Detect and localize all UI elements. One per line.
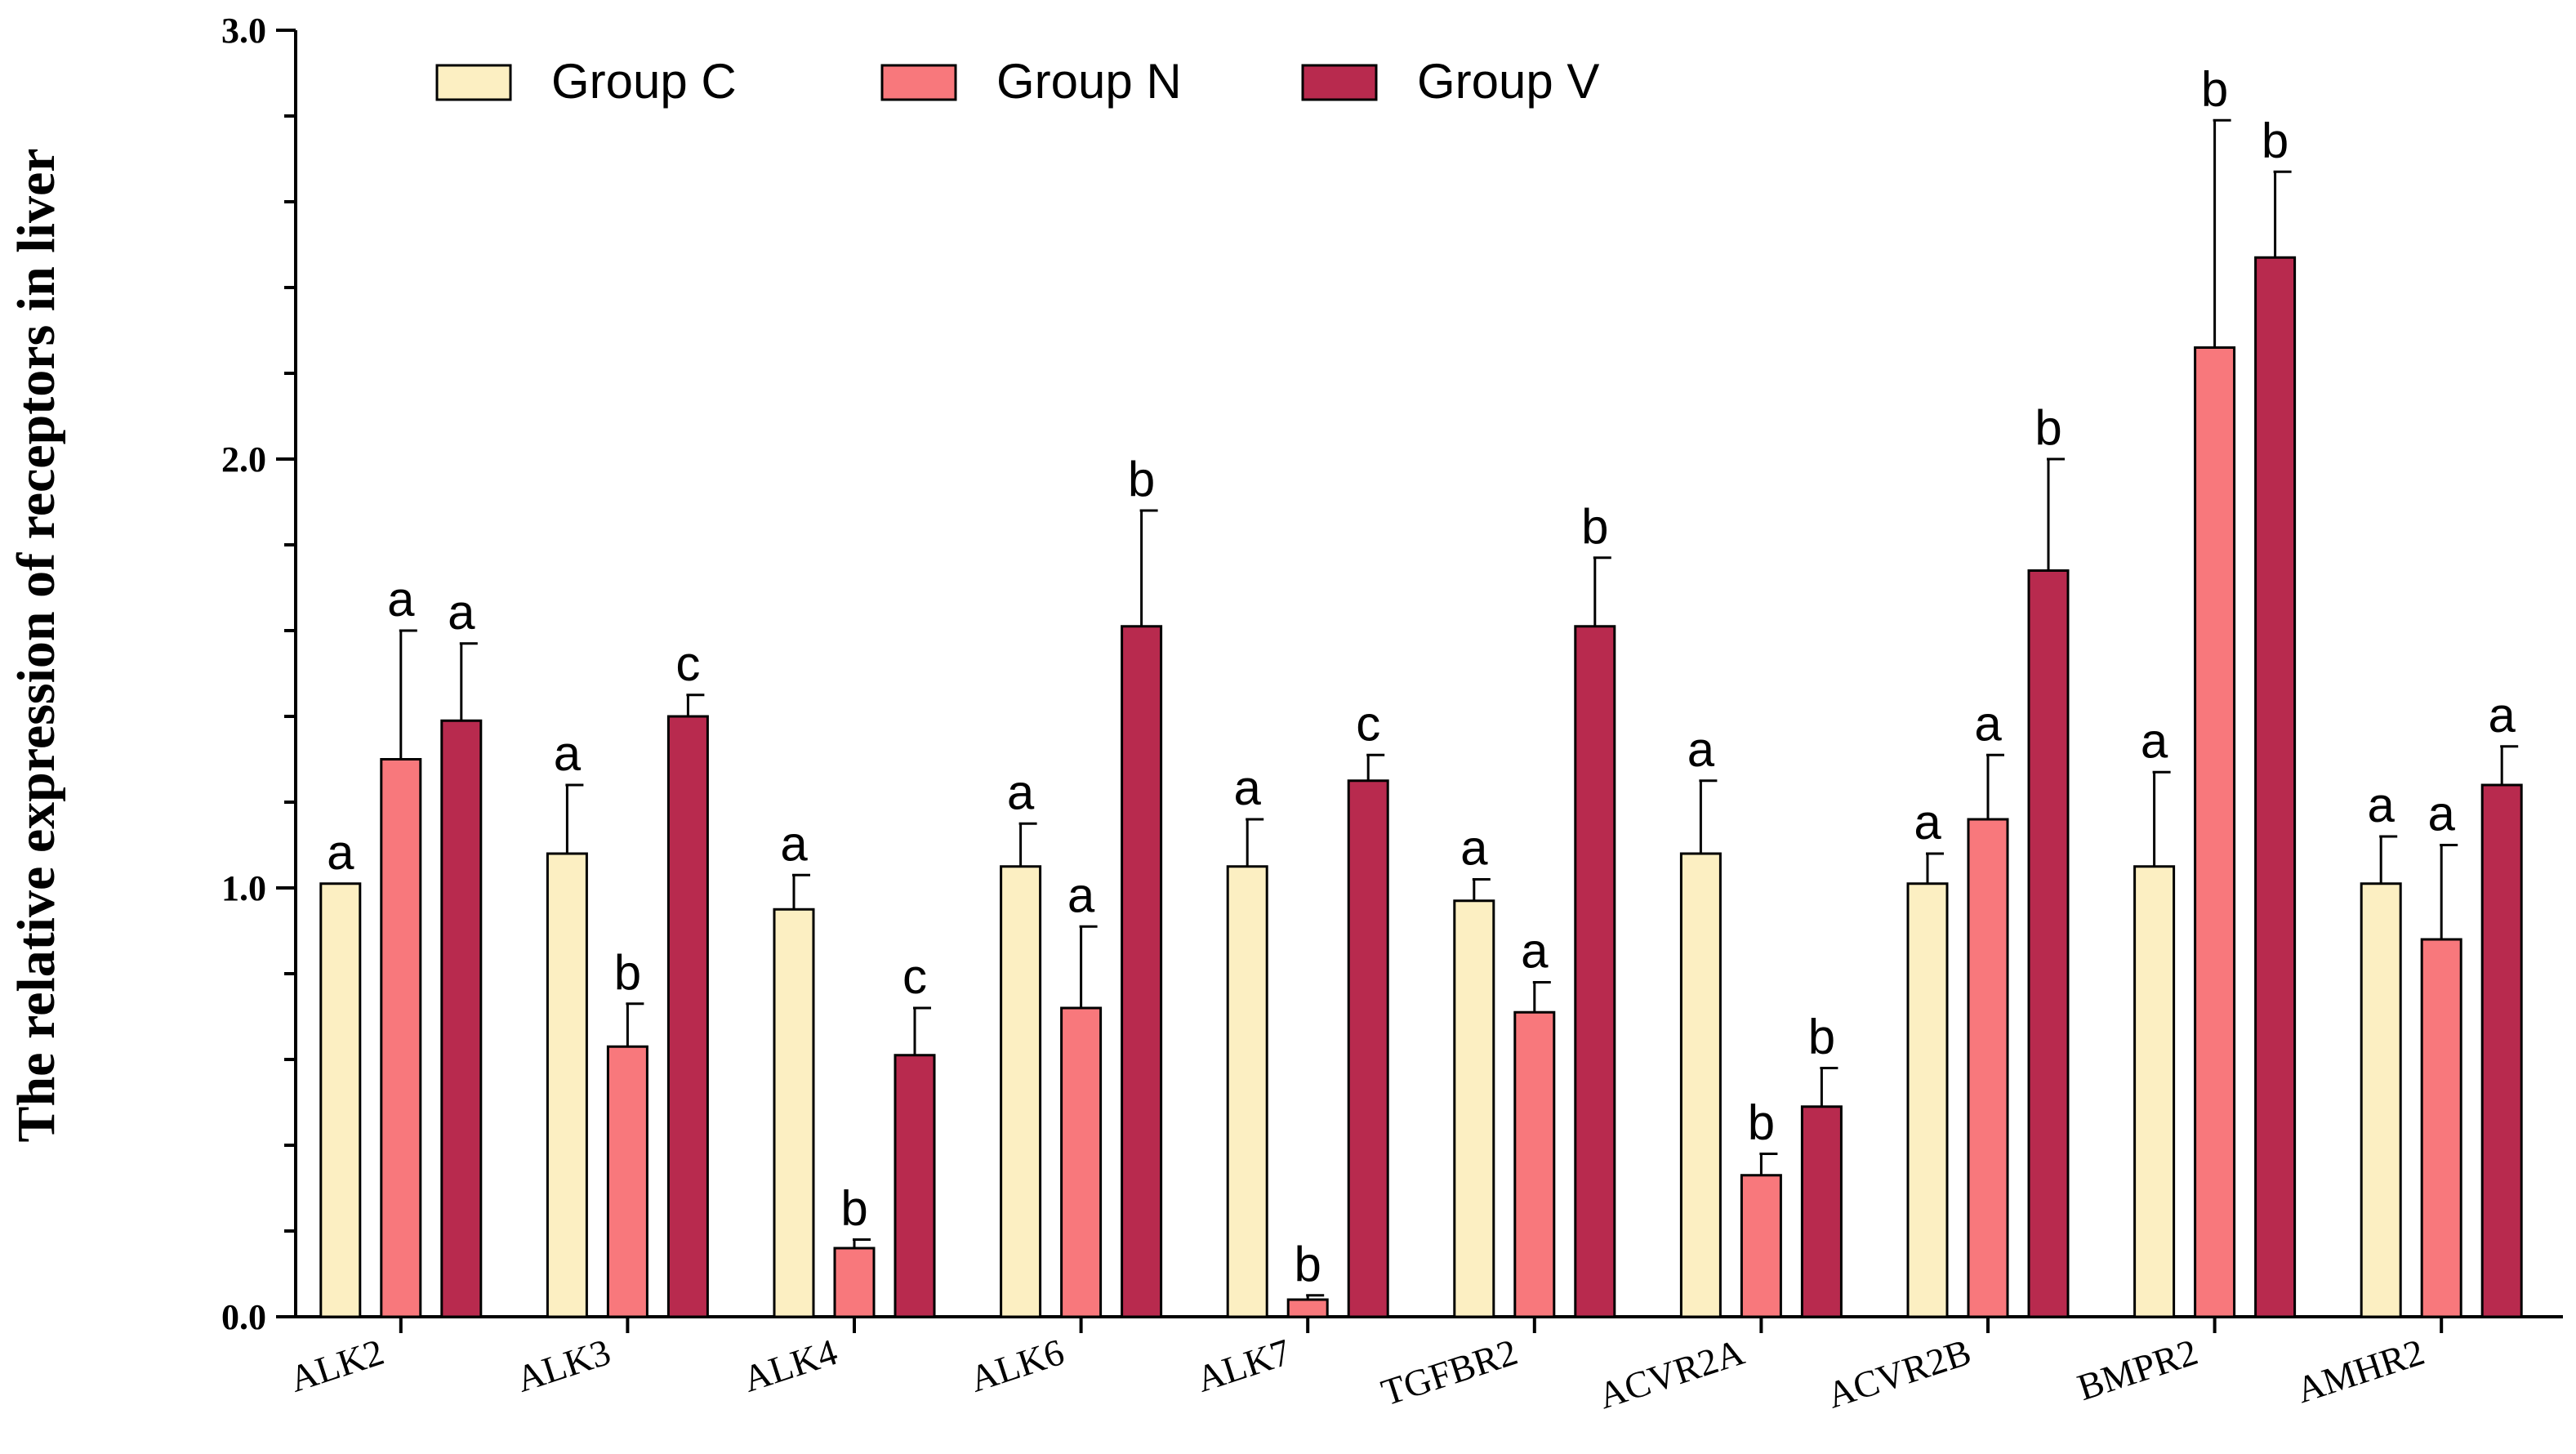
x-tick-label: ACVR2A xyxy=(1593,1331,1749,1416)
y-tick-label: 0.0 xyxy=(221,1297,266,1337)
significance-label: b xyxy=(2035,400,2061,455)
significance-label: a xyxy=(780,816,808,871)
significance-label: b xyxy=(1581,499,1608,554)
x-tick-label: AMHR2 xyxy=(2291,1331,2429,1411)
significance-label: a xyxy=(448,585,475,640)
significance-label: b xyxy=(614,945,641,1000)
significance-label: a xyxy=(1521,924,1549,979)
bar xyxy=(666,715,709,1318)
y-axis-title: The relative expression of receptors in … xyxy=(7,148,66,1142)
bar xyxy=(2254,256,2297,1318)
x-tick-label: BMPR2 xyxy=(2072,1331,2202,1408)
bar xyxy=(1000,865,1042,1318)
legend-label: Group N xyxy=(996,54,1182,109)
bar xyxy=(1453,899,1495,1318)
legend: Group C Group N Group V xyxy=(435,54,1599,109)
bar xyxy=(606,1045,648,1318)
bar xyxy=(1060,1006,1103,1318)
significance-label: a xyxy=(1974,696,2002,751)
bar xyxy=(1286,1298,1329,1318)
legend-label: Group C xyxy=(551,54,737,109)
significance-label: a xyxy=(2428,787,2456,841)
significance-label: a xyxy=(1914,795,1941,850)
significance-label: c xyxy=(1356,696,1380,751)
significance-label: a xyxy=(1067,867,1095,922)
x-tick-label: ALK6 xyxy=(965,1331,1069,1400)
significance-label: a xyxy=(2368,778,2396,832)
bar xyxy=(440,719,483,1318)
significance-label: b xyxy=(1808,1010,1835,1064)
bar xyxy=(773,908,815,1318)
bar xyxy=(1574,625,1616,1318)
significance-label: a xyxy=(1007,765,1035,819)
bar xyxy=(2420,938,2462,1318)
significance-label: a xyxy=(1234,760,1262,815)
legend-swatch xyxy=(435,64,512,101)
bar xyxy=(1967,818,2009,1318)
bar xyxy=(833,1247,876,1318)
bar xyxy=(1226,865,1268,1318)
significance-label: b xyxy=(840,1181,867,1236)
significance-label: b xyxy=(1748,1095,1775,1150)
legend-swatch xyxy=(1301,64,1378,101)
bar xyxy=(894,1054,936,1318)
significance-label: a xyxy=(327,825,354,880)
significance-label: b xyxy=(2262,113,2289,167)
significance-label: a xyxy=(2141,713,2168,768)
bar xyxy=(2027,569,2070,1318)
bar xyxy=(1800,1105,1843,1318)
significance-label: c xyxy=(675,636,700,691)
x-tick-label: ALK3 xyxy=(511,1331,616,1400)
bar xyxy=(1513,1010,1556,1318)
bar xyxy=(319,882,362,1318)
significance-label: a xyxy=(1460,821,1488,876)
bar xyxy=(2133,865,2176,1318)
bar xyxy=(2194,346,2236,1318)
y-tick-label: 1.0 xyxy=(221,868,266,908)
significance-label: a xyxy=(554,726,582,781)
y-tick-label: 2.0 xyxy=(221,439,266,479)
bar xyxy=(546,852,588,1318)
bar xyxy=(1740,1174,1782,1318)
y-tick-label: 3.0 xyxy=(221,11,266,51)
bar xyxy=(1679,852,1722,1318)
significance-label: b xyxy=(1295,1237,1321,1291)
x-tick-label: ALK4 xyxy=(738,1331,843,1400)
bar xyxy=(2360,882,2402,1318)
bar xyxy=(380,758,422,1318)
x-tick-label: ACVR2B xyxy=(1822,1331,1976,1416)
significance-label: c xyxy=(902,949,927,1004)
bar xyxy=(1347,779,1389,1318)
significance-label: b xyxy=(2201,61,2228,116)
x-tick-label: TGFBR2 xyxy=(1376,1331,1522,1413)
legend-label: Group V xyxy=(1417,54,1599,109)
x-tick-label: ALK7 xyxy=(1192,1331,1296,1400)
bar xyxy=(1906,882,1949,1318)
significance-label: a xyxy=(1687,722,1715,777)
significance-label: b xyxy=(1128,452,1155,506)
bar xyxy=(2480,783,2523,1318)
significance-label: a xyxy=(2489,688,2516,743)
legend-swatch xyxy=(880,64,957,101)
significance-label: a xyxy=(387,572,415,627)
bar xyxy=(1121,625,1163,1318)
x-tick-label: ALK2 xyxy=(284,1331,389,1400)
